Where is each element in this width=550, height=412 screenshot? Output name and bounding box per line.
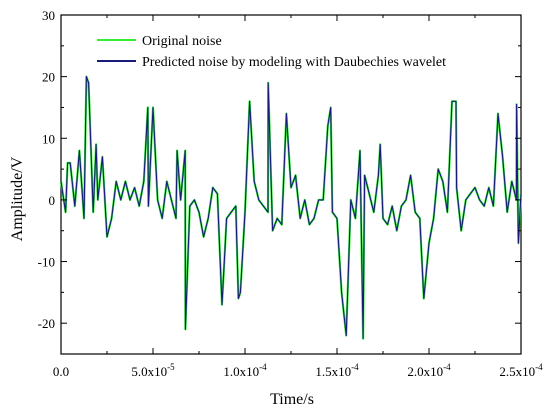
series-line-predicted-noise xyxy=(60,76,522,340)
y-tick-label: 0 xyxy=(49,193,56,208)
legend-label-original-noise: Original noise xyxy=(142,34,222,49)
legend-label-predicted-noise: Predicted noise by modeling with Daubech… xyxy=(142,55,446,70)
x-tick-label: 1.0x10-4 xyxy=(223,362,267,379)
x-tick-label: 2.0x10-4 xyxy=(407,362,451,379)
y-tick-label: -20 xyxy=(38,316,55,331)
series-line-original-noise xyxy=(59,75,523,340)
x-tick-label: 1.5x10-4 xyxy=(315,362,359,379)
axes-layer: 30 20 10 0 -10 -20 0.0 5.0x10-5 1.0x10-4 1.5x10-4… xyxy=(38,8,543,379)
y-tick-label: 20 xyxy=(42,70,55,85)
x-tick-label: 2.5x10-4 xyxy=(499,362,543,379)
legend: Original noise Predicted noise by modeli… xyxy=(97,34,446,70)
y-tick-label: 10 xyxy=(42,131,55,146)
y-tick-label: -10 xyxy=(38,255,55,270)
x-axis-title: Time/s xyxy=(270,391,314,408)
series-layer xyxy=(59,75,523,340)
y-axis-title: Amplitude/V xyxy=(9,156,26,241)
y-tick-label: 30 xyxy=(42,8,55,23)
x-tick-label: 0.0 xyxy=(53,364,69,379)
x-tick-label: 5.0x10-5 xyxy=(131,362,175,379)
